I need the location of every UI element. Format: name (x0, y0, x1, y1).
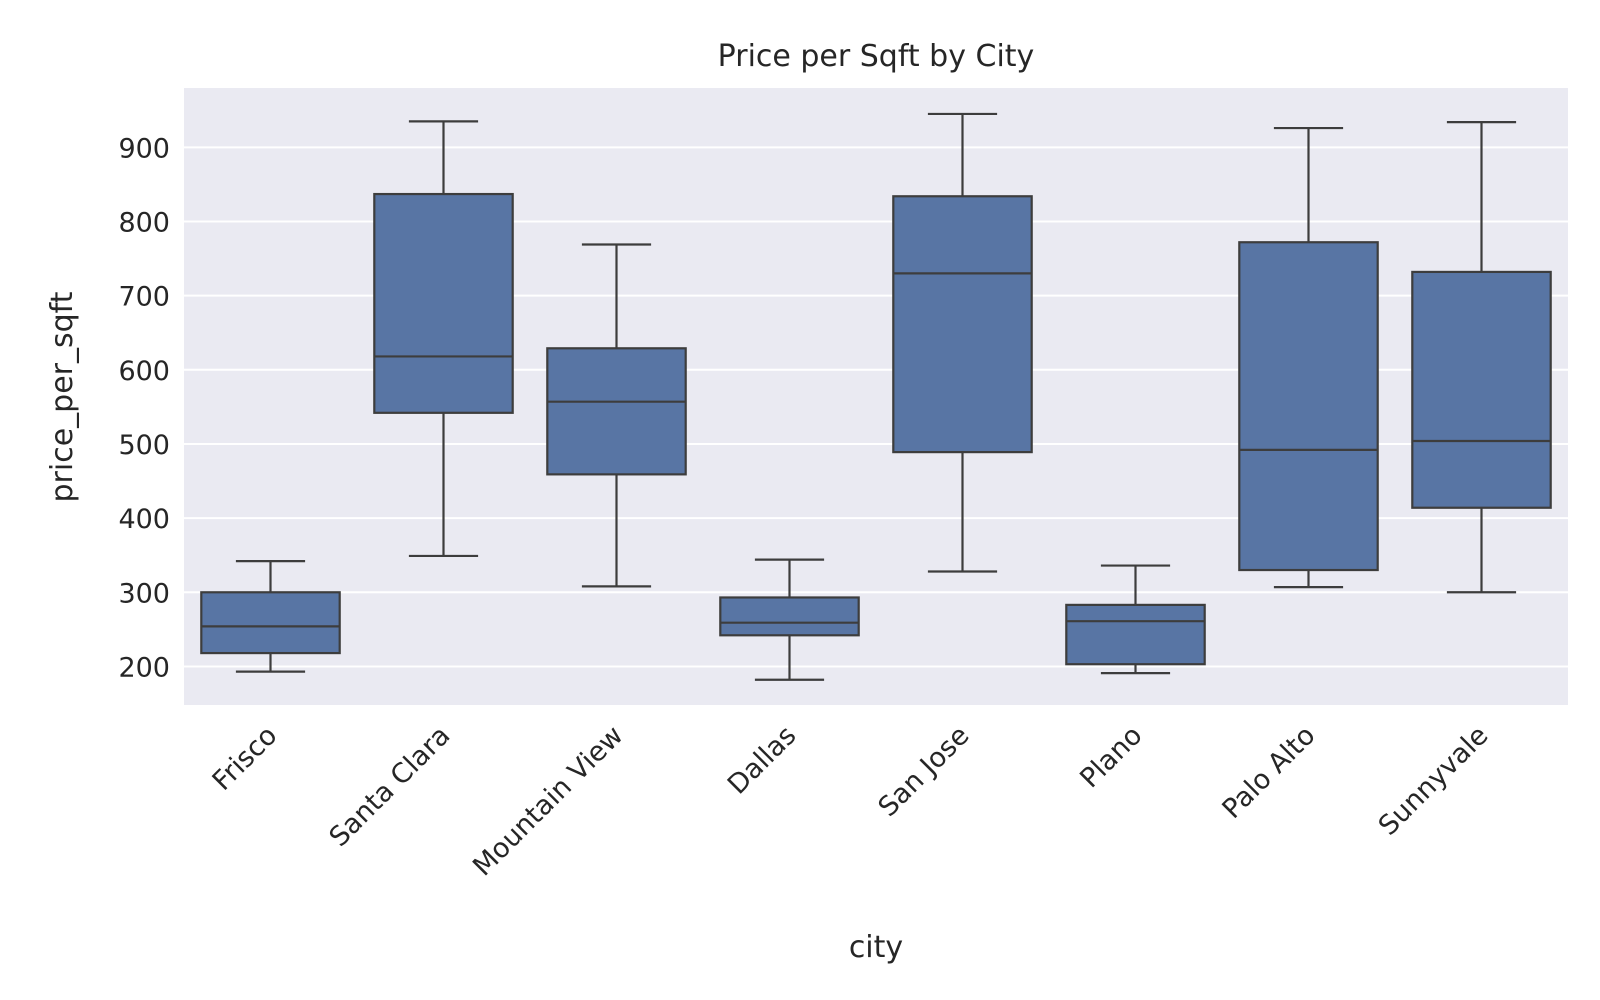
y-tick-label-600: 600 (118, 356, 170, 387)
iqr-box (1411, 270, 1552, 509)
boxes-layer (200, 112, 1552, 681)
box-plano (1065, 564, 1206, 675)
x-axis-label: city (849, 930, 903, 965)
box-frisco (200, 560, 341, 673)
y-axis-ticks: 200 300 400 500 600 700 800 900 (118, 133, 170, 683)
chart-title: Price per Sqft by City (718, 39, 1035, 74)
y-tick-label-700: 700 (118, 282, 170, 313)
iqr-box (1065, 603, 1206, 666)
iqr-box (892, 195, 1033, 454)
y-tick-label-500: 500 (118, 430, 170, 461)
box-mountain-view (546, 243, 687, 588)
y-tick-label-900: 900 (118, 133, 170, 164)
iqr-box (373, 192, 514, 414)
box-santa-clara (373, 120, 514, 558)
iqr-box (719, 596, 860, 637)
y-tick-label-400: 400 (118, 504, 170, 535)
y-tick-label-300: 300 (118, 578, 170, 609)
box-dallas (719, 558, 860, 681)
y-tick-label-200: 200 (118, 652, 170, 683)
box-sunnyvale (1411, 121, 1552, 594)
iqr-box (1238, 241, 1379, 572)
box-palo-alto (1238, 126, 1379, 589)
y-axis-label: price_per_sqft (45, 291, 80, 502)
box-san-jose (892, 112, 1033, 573)
iqr-box (546, 347, 687, 476)
y-tick-label-800: 800 (118, 207, 170, 238)
iqr-box (200, 591, 341, 655)
